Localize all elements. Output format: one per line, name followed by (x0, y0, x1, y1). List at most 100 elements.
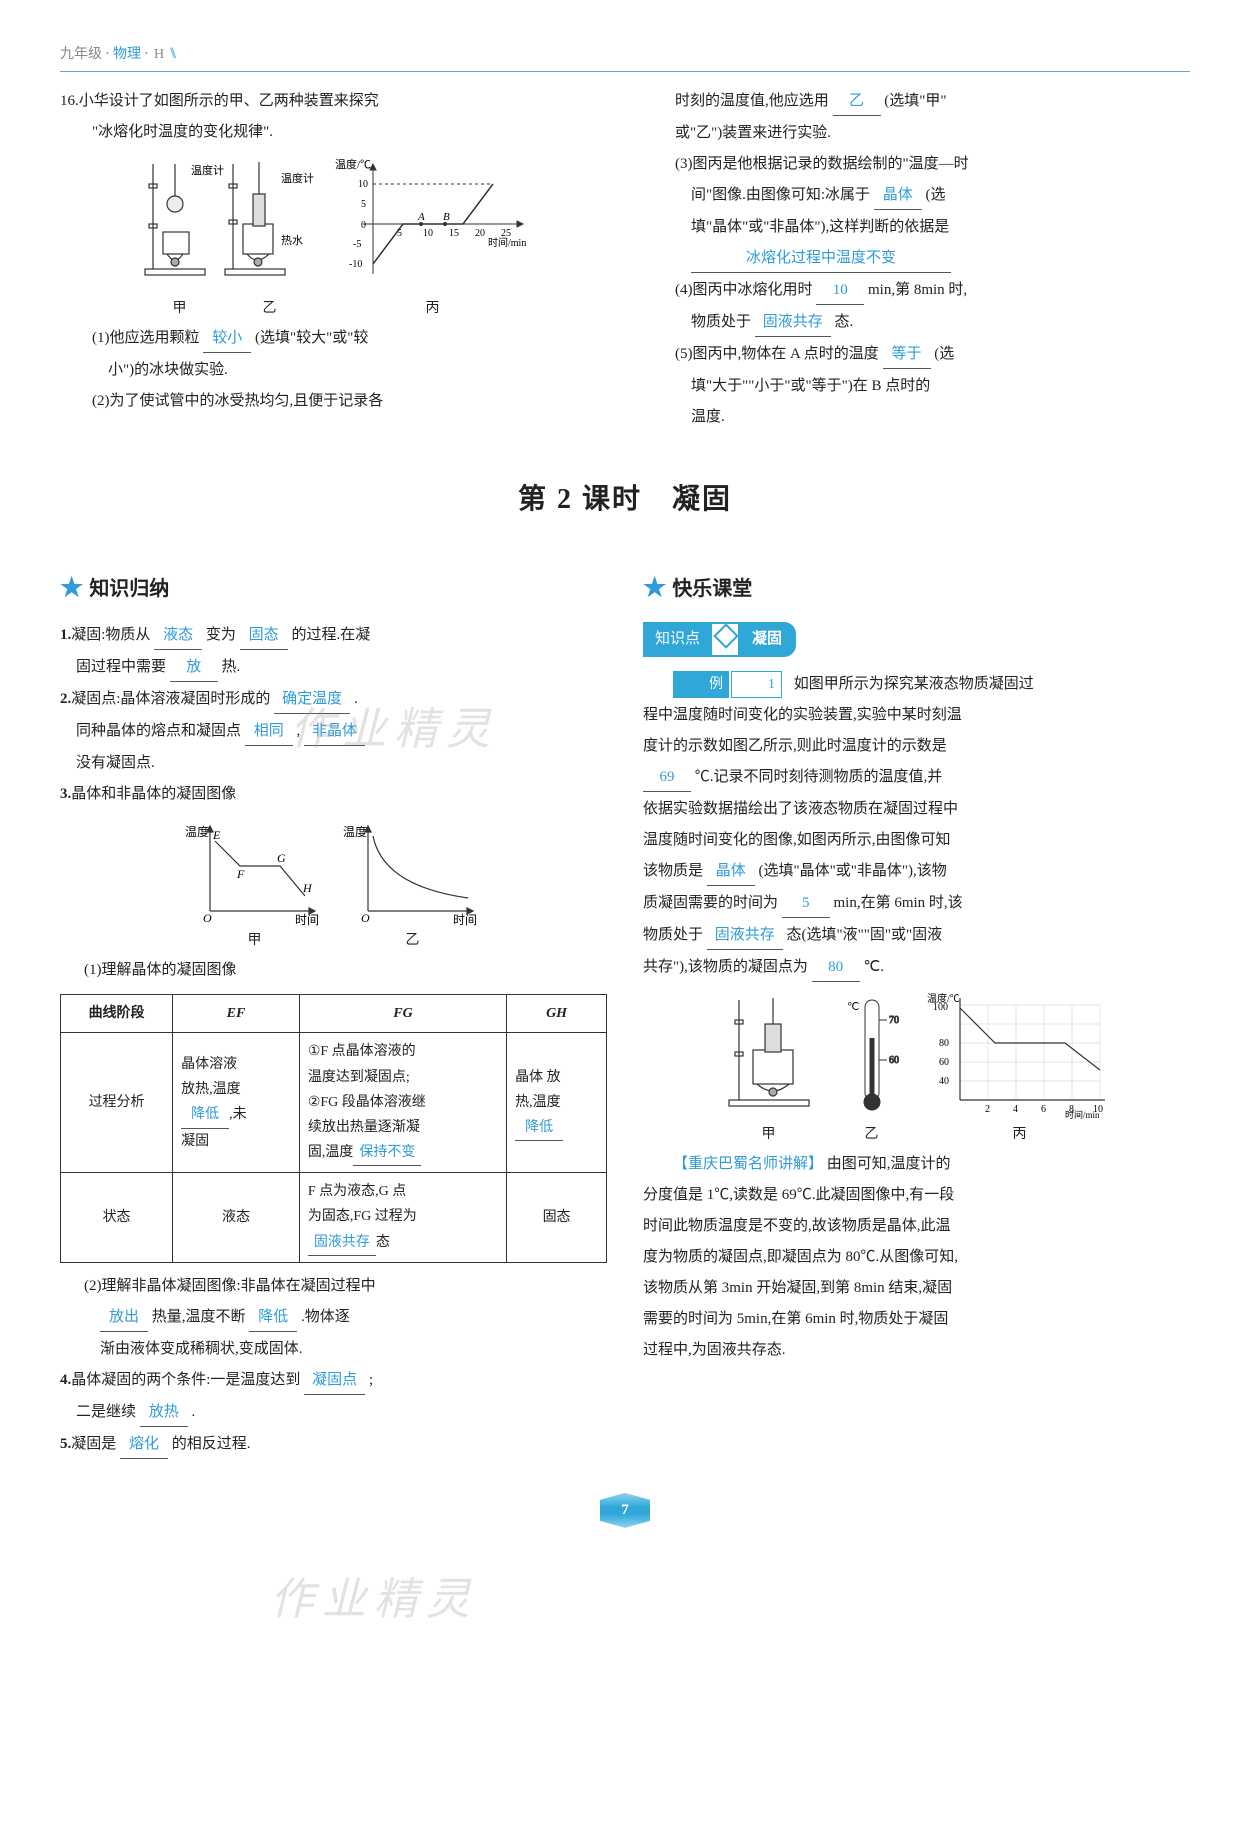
b2: 固态 (240, 622, 288, 650)
apparatus-jia-yi: 温度计 温度计 热水 甲 乙 (135, 154, 315, 321)
q16-a3b-line: 冰熔化过程中温度不变 (643, 245, 1190, 273)
r2c1: 液态 (173, 1173, 300, 1263)
q16-p3d: 填"晶体"或"非晶体"),这样判断的依据是 (643, 214, 1190, 241)
crystal-table: 曲线阶段 EF FG GH 过程分析 晶体溶液 放热,温度 降低,未 凝固 ①F… (60, 994, 607, 1263)
left-head: ★ 知识归纳 (60, 565, 607, 612)
rfig-jia-lbl: 甲 (719, 1122, 819, 1147)
t10l: 共存"),该物质的凝固点为 80 ℃. (643, 954, 1190, 982)
q16-s1: 小华设计了如图所示的甲、乙两种装置来探究 (79, 93, 379, 109)
svg-text:温度: 温度 (185, 824, 209, 839)
q16-s2: "冰熔化时温度的变化规律". (60, 119, 607, 146)
k3: 3.晶体和非晶体的凝固图像 (60, 781, 607, 808)
n2b: . (354, 691, 358, 707)
q16-p1c: 小")的冰块做实验. (60, 357, 607, 384)
ptB: B (443, 211, 450, 223)
p4d: 态. (835, 314, 854, 330)
k3p2d: 渐由液体变成稀稠状,变成固体. (60, 1336, 607, 1363)
n3: 晶体和非晶体的凝固图像 (71, 786, 236, 802)
svg-text:O: O (361, 911, 370, 925)
ans-4b: 固液共存 (755, 309, 831, 337)
dot2: · (144, 41, 149, 68)
k5: 5.凝固是 熔化 的相反过程. (60, 1431, 607, 1459)
n1b: 变为 (206, 627, 236, 643)
fig-jia: 甲 (173, 296, 187, 321)
n1d: 固过程中需要 (76, 659, 166, 675)
e6: 需要的时间为 5min,在第 6min 时,物质处于凝固 (643, 1306, 1190, 1333)
rfig-bing-lbl: 丙 (925, 1122, 1115, 1147)
q16-p1a: (1)他应选用颗粒 (92, 330, 200, 346)
q16-p2r2: 或"乙")装置来进行实验. (643, 120, 1190, 147)
t4: ℃.记录不同时刻待测物质的温度值,并 (695, 769, 943, 785)
t9: 物质处于 (643, 927, 703, 943)
t8l: 质凝固需要的时间为 5 min,在第 6min 时,该 (643, 890, 1190, 918)
r2c2: F 点为液态,G 点 为固态,FG 过程为 固液共存态 (299, 1173, 506, 1263)
n2a: 凝固点:晶体溶液凝固时形成的 (71, 691, 270, 707)
r1c1: 晶体溶液 放热,温度 降低,未 凝固 (173, 1033, 300, 1173)
svg-text:80: 80 (939, 1038, 949, 1049)
main-two-col: ★ 知识归纳 1.凝固:物质从 液态 变为 固态 的过程.在凝 固过程中需要 放… (60, 553, 1190, 1463)
ans-3: 晶体 (874, 182, 922, 210)
star-icon: ★ (60, 565, 83, 612)
watermark2: 作业精灵 (270, 1560, 478, 1639)
b7: 凝固点 (304, 1367, 365, 1395)
svg-text:6: 6 (1041, 1104, 1046, 1115)
t7l: 该物质是 晶体 (选填"晶体"或"非晶体"),该物 (643, 858, 1190, 886)
chart-bing: 温度/℃ 10 5 0 -5 -10 5 10 15 20 25 时间/min … (333, 154, 533, 321)
p5a: (5)图丙中,物体在 A 点时的温度 (675, 346, 879, 362)
svg-text:温度/℃: 温度/℃ (927, 992, 960, 1005)
q16-right-col: 时刻的温度值,他应选用 乙 (选填"甲" 或"乙")装置来进行实验. (3)图丙… (643, 84, 1190, 435)
p5b: (选 (934, 346, 954, 362)
ex1-line1: 例1 如图甲所示为探究某液态物质凝固过 (643, 671, 1190, 698)
t7b: (选填"晶体"或"非晶体"),该物 (759, 863, 947, 879)
q16-stem: 16.小华设计了如图所示的甲、乙两种装置来探究 (60, 88, 607, 115)
k1: 1.凝固:物质从 液态 变为 固态 的过程.在凝 (60, 622, 607, 650)
subject-label: 物理 (113, 42, 141, 67)
fig-yi: 乙 (263, 296, 277, 321)
q16-p5c: 填"大于""小于"或"等于")在 B 点时的 (643, 373, 1190, 400)
k2c: 没有凝固点. (60, 750, 607, 777)
svg-text:G: G (277, 851, 286, 865)
k4: 4.晶体凝固的两个条件:一是温度达到 凝固点 ; (60, 1367, 607, 1395)
r1c3: 晶体 放 热,温度 降低 (507, 1033, 607, 1173)
chart-bing-svg: 温度/℃ 10 5 0 -5 -10 5 10 15 20 25 时间/min … (333, 154, 533, 294)
left-head-txt: 知识归纳 (89, 571, 169, 607)
fig-bing: 丙 (333, 296, 533, 321)
e7: 过程中,为固液共存态. (643, 1337, 1190, 1364)
ytm5: -5 (353, 239, 361, 250)
right-head-txt: 快乐课堂 (672, 571, 752, 607)
r2c0: 状态 (61, 1173, 173, 1263)
q16-p2: (2)为了使试管中的冰受热均匀,且便于记录各 (60, 388, 607, 415)
t10b: ℃. (863, 959, 884, 975)
b9: 熔化 (120, 1431, 168, 1459)
r2c3: 固态 (507, 1173, 607, 1263)
k1b: 固过程中需要 放 热. (60, 654, 607, 682)
q16-p5d: 温度. (643, 404, 1190, 431)
xt15: 15 (449, 228, 459, 239)
t8: 质凝固需要的时间为 (643, 895, 778, 911)
yt10: 10 (358, 179, 368, 190)
label-wdji: 温度计 (191, 163, 224, 177)
t10: 共存"),该物质的凝固点为 (643, 959, 808, 975)
a-jt: 晶体 (707, 858, 755, 886)
label-wdji2: 温度计 (281, 171, 314, 185)
left-col: ★ 知识归纳 1.凝固:物质从 液态 变为 固态 的过程.在凝 固过程中需要 放… (60, 553, 607, 1463)
b4: 确定温度 (274, 686, 350, 714)
e2: 分度值是 1℃,读数是 69℃.此凝固图像中,有一段 (643, 1182, 1190, 1209)
svg-text:温度: 温度 (343, 824, 367, 839)
b1: 液态 (154, 622, 202, 650)
ans-2: 乙 (833, 88, 881, 116)
svg-text:E: E (212, 828, 221, 842)
p2r1a: 时刻的温度值,他应选用 (675, 93, 829, 109)
label-reshui: 热水 (281, 234, 303, 247)
ans-3b: 冰熔化过程中温度不变 (691, 245, 951, 273)
th1: 曲线阶段 (61, 995, 173, 1033)
q16-num: 16. (60, 93, 79, 109)
r1c0: 过程分析 (61, 1033, 173, 1173)
svg-text:4: 4 (1013, 1104, 1018, 1115)
n4c: 二是继续 (76, 1404, 136, 1420)
ans-5: 等于 (883, 341, 931, 369)
explain-head: 【重庆巴蜀名师讲解】 (673, 1156, 823, 1172)
n3p2b: 热量,温度不断 (152, 1309, 246, 1325)
n3p2c: .物体逐 (301, 1309, 350, 1325)
t9l: 物质处于 固液共存 态(选填"液""固"或"固液 (643, 922, 1190, 950)
